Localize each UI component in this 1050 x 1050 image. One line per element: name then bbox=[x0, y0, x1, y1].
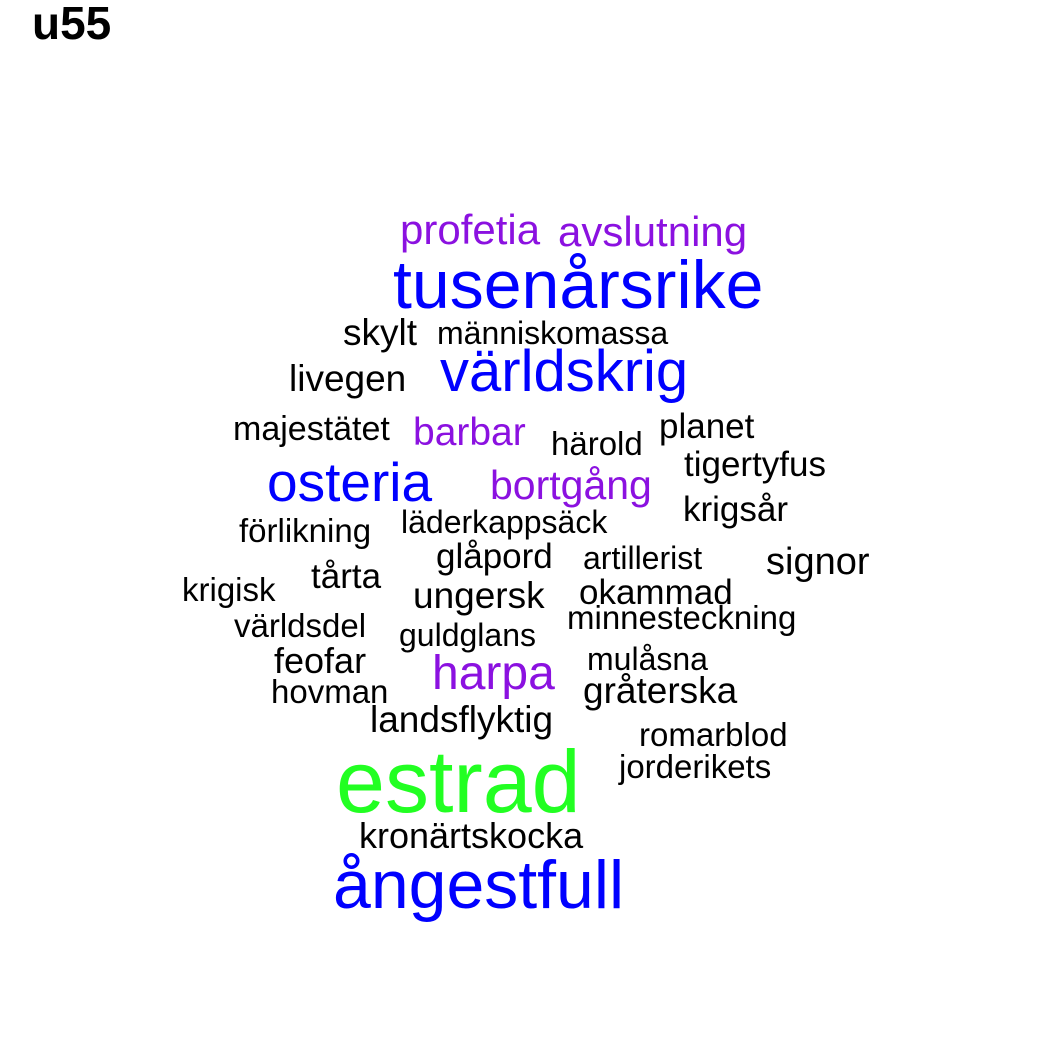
word-krigisk: krigisk bbox=[182, 571, 276, 608]
word-hovman: hovman bbox=[271, 673, 389, 710]
word-kronartskocka: kronärtskocka bbox=[359, 815, 584, 856]
word-varldsdel: världsdel bbox=[234, 607, 367, 644]
word-minnesteckning: minnesteckning bbox=[567, 599, 797, 636]
word-skylt: skylt bbox=[343, 312, 417, 353]
word-tarta: tårta bbox=[311, 557, 382, 596]
word-profetia: profetia bbox=[400, 206, 541, 253]
word-livegen: livegen bbox=[289, 358, 407, 399]
word-estrad: estrad bbox=[336, 732, 581, 831]
word-harpa: harpa bbox=[432, 647, 555, 700]
word-feofar: feofar bbox=[274, 640, 367, 681]
word-guldglans: guldglans bbox=[399, 617, 536, 653]
word-signor: signor bbox=[766, 541, 870, 583]
word-majestatet: majestätet bbox=[233, 410, 390, 448]
word-barbar: barbar bbox=[413, 411, 526, 454]
word-artillerist: artillerist bbox=[583, 540, 703, 576]
word-harold: härold bbox=[551, 425, 643, 462]
word-tusenarsrike: tusenårsrike bbox=[393, 247, 764, 323]
word-landsflyktig: landsflyktig bbox=[370, 699, 554, 740]
word-graterska: gråterska bbox=[583, 670, 738, 711]
word-tigertyfus: tigertyfus bbox=[684, 445, 826, 484]
word-osteria: osteria bbox=[267, 451, 433, 513]
word-varldskrig: världskrig bbox=[440, 339, 689, 404]
word-ungersk: ungersk bbox=[413, 575, 545, 616]
page-title: u55 bbox=[32, 0, 112, 49]
word-romarblod: romarblod bbox=[639, 716, 788, 753]
word-forlikning: förlikning bbox=[239, 512, 372, 549]
word-okammad: okammad bbox=[579, 573, 733, 612]
word-glapord: glåpord bbox=[436, 537, 553, 576]
word-mulasna: mulåsna bbox=[587, 641, 708, 677]
word-laderkappsack: läderkappsäck bbox=[401, 504, 608, 540]
word-jorderikets: jorderikets bbox=[619, 748, 772, 785]
word-manniskomassa: människomassa bbox=[437, 315, 669, 351]
word-planet: planet bbox=[659, 407, 755, 446]
word-bortgang: bortgång bbox=[490, 462, 652, 508]
word-krigsar: krigsår bbox=[683, 490, 789, 529]
word-avslutning: avslutning bbox=[558, 208, 748, 255]
word-angestfull: ångestfull bbox=[333, 847, 625, 923]
